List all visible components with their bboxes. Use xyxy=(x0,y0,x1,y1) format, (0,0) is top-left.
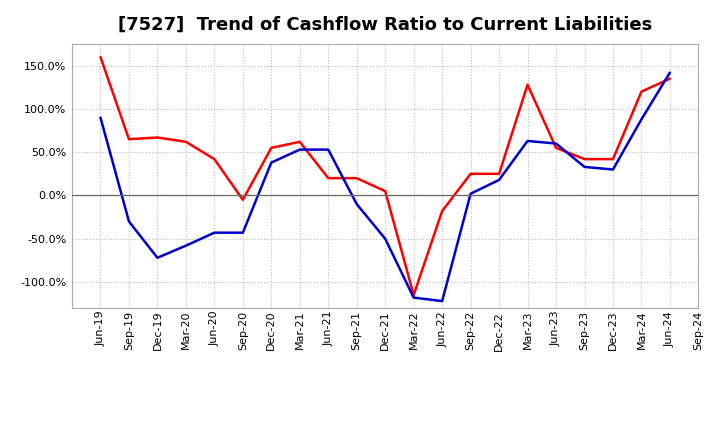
Free CF to Current Liabilities xyxy=(467,191,475,196)
Operating CF to Current Liabilities xyxy=(608,157,617,162)
Free CF to Current Liabilities xyxy=(324,147,333,152)
Line: Operating CF to Current Liabilities: Operating CF to Current Liabilities xyxy=(101,57,670,295)
Free CF to Current Liabilities xyxy=(523,138,532,143)
Operating CF to Current Liabilities xyxy=(381,188,390,194)
Title: [7527]  Trend of Cashflow Ratio to Current Liabilities: [7527] Trend of Cashflow Ratio to Curren… xyxy=(118,16,652,34)
Free CF to Current Liabilities xyxy=(608,167,617,172)
Line: Free CF to Current Liabilities: Free CF to Current Liabilities xyxy=(101,73,670,301)
Free CF to Current Liabilities xyxy=(381,236,390,242)
Operating CF to Current Liabilities xyxy=(580,157,589,162)
Free CF to Current Liabilities xyxy=(267,160,276,165)
Operating CF to Current Liabilities xyxy=(552,145,560,150)
Operating CF to Current Liabilities xyxy=(210,157,219,162)
Operating CF to Current Liabilities xyxy=(125,136,133,142)
Free CF to Current Liabilities xyxy=(410,295,418,300)
Free CF to Current Liabilities xyxy=(665,70,674,75)
Free CF to Current Liabilities xyxy=(181,243,190,248)
Operating CF to Current Liabilities xyxy=(324,176,333,181)
Free CF to Current Liabilities xyxy=(495,177,503,183)
Free CF to Current Liabilities xyxy=(552,141,560,146)
Operating CF to Current Liabilities xyxy=(523,82,532,87)
Free CF to Current Liabilities xyxy=(125,219,133,224)
Free CF to Current Liabilities xyxy=(580,164,589,169)
Operating CF to Current Liabilities xyxy=(267,145,276,150)
Operating CF to Current Liabilities xyxy=(665,76,674,81)
Operating CF to Current Liabilities xyxy=(295,139,304,144)
Operating CF to Current Liabilities xyxy=(467,171,475,176)
Operating CF to Current Liabilities xyxy=(96,55,105,60)
Free CF to Current Liabilities xyxy=(153,255,162,260)
Operating CF to Current Liabilities xyxy=(153,135,162,140)
Operating CF to Current Liabilities xyxy=(238,197,247,202)
Operating CF to Current Liabilities xyxy=(352,176,361,181)
Free CF to Current Liabilities xyxy=(352,202,361,207)
Operating CF to Current Liabilities xyxy=(410,292,418,297)
Free CF to Current Liabilities xyxy=(238,230,247,235)
Operating CF to Current Liabilities xyxy=(637,89,646,94)
Operating CF to Current Liabilities xyxy=(438,209,446,214)
Operating CF to Current Liabilities xyxy=(495,171,503,176)
Operating CF to Current Liabilities xyxy=(181,139,190,144)
Free CF to Current Liabilities xyxy=(637,117,646,122)
Free CF to Current Liabilities xyxy=(210,230,219,235)
Free CF to Current Liabilities xyxy=(295,147,304,152)
Free CF to Current Liabilities xyxy=(96,115,105,120)
Free CF to Current Liabilities xyxy=(438,298,446,304)
